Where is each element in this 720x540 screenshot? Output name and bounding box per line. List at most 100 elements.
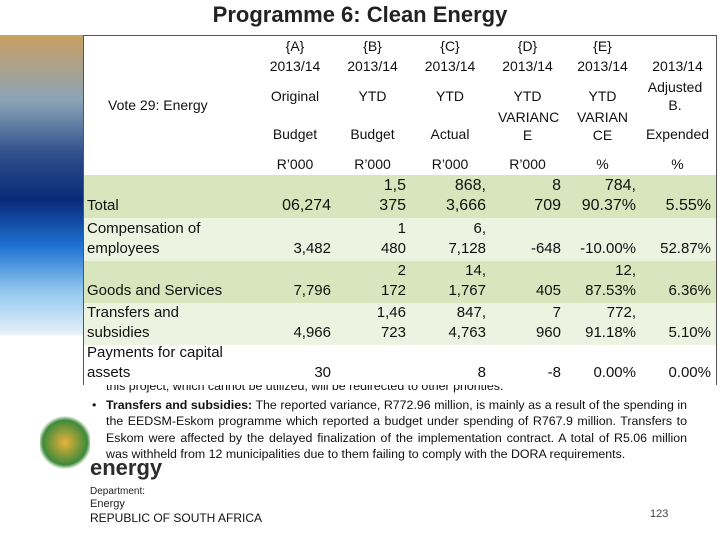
cell: 784, 90.37% <box>565 176 640 216</box>
row-band <box>84 218 716 261</box>
cell: 6.36% <box>640 281 715 301</box>
column-header: 2013/14 <box>502 58 553 74</box>
cell: 6, 7,128 <box>410 219 490 259</box>
text-line: 6, <box>473 220 486 237</box>
text-line: -10.00% <box>580 240 636 257</box>
text-line: -8 <box>547 364 561 381</box>
text-line: 480 <box>380 240 406 257</box>
cell: 2 172 <box>335 261 410 301</box>
column-header: {D} <box>517 38 538 54</box>
column-header: {C} <box>440 38 460 54</box>
column-header: Budget <box>350 126 395 142</box>
text-line: assets <box>87 364 131 381</box>
column-header: 2013/14 <box>347 58 398 74</box>
text-line: 960 <box>535 324 561 341</box>
energy-images <box>0 35 84 335</box>
column-header: Budget <box>272 126 318 142</box>
text-line: 0.00% <box>593 364 636 381</box>
column-header: R’000 <box>509 156 546 172</box>
text-line: 14, <box>465 262 486 279</box>
text-line: 8 <box>477 364 486 381</box>
text-line: 847, <box>456 304 486 321</box>
column-header: {A} <box>285 38 305 54</box>
text-line: Compensation of <box>87 220 201 237</box>
text-line: 868, <box>454 177 486 194</box>
text-line: 12, <box>615 262 636 279</box>
cell: 30 <box>255 363 335 383</box>
bullet-text: The reported variance, R772.96 million, … <box>106 397 688 462</box>
text-line: 0.00% <box>668 364 711 381</box>
row-label: Total <box>84 196 287 216</box>
text-line: 8 <box>552 177 561 194</box>
cell: 847, 4,763 <box>410 303 490 343</box>
cell: 06,274 <box>255 196 335 216</box>
logo-word: energy <box>90 455 163 480</box>
text-line: 91.18% <box>585 324 636 341</box>
text-line: 5.10% <box>668 324 711 341</box>
bullet-bold: Transfers and subsidies: <box>106 397 253 412</box>
cell: 1,46 723 <box>335 303 410 343</box>
cell: -648 <box>490 239 565 259</box>
text-line: 4,966 <box>293 324 331 341</box>
bullet: Transfers and subsidies: The reported va… <box>92 397 687 463</box>
text-line: 7,796 <box>293 282 331 299</box>
text-line: 87.53% <box>585 282 636 299</box>
column-header: YTD <box>513 88 542 104</box>
text-line: 5.55% <box>665 197 711 214</box>
text-line: 3,482 <box>293 240 331 257</box>
column-header: % <box>671 156 684 172</box>
cell: 3,482 <box>255 239 335 259</box>
text-line: employees <box>87 240 160 257</box>
logo-name: Energy <box>90 498 125 510</box>
text-line: 7 <box>552 304 561 321</box>
cell: 52.87% <box>640 239 715 259</box>
row-label: Transfers and subsidies <box>84 303 287 343</box>
text-line: 2 <box>397 262 406 279</box>
column-header: Actual <box>430 126 470 142</box>
row-band <box>84 345 716 385</box>
text-line: 1,5 <box>383 177 406 194</box>
cell: 0.00% <box>640 363 715 383</box>
row-band <box>84 261 716 303</box>
text-line: 772, <box>606 304 636 321</box>
coat-of-arms <box>40 415 90 470</box>
text-line: 1 <box>397 220 406 237</box>
cell: 14, 1,767 <box>410 261 490 301</box>
text-line: -648 <box>530 240 561 257</box>
text-line: 90.37% <box>581 197 636 214</box>
text-line: Goods and Services <box>87 282 223 299</box>
column-header: Original <box>270 88 320 104</box>
text-line: 3,666 <box>445 197 486 214</box>
text-line: 7,128 <box>448 240 486 257</box>
column-header: R’000 <box>354 156 391 172</box>
title: Programme 6: Clean Energy <box>212 2 508 27</box>
text-line: subsidies <box>87 324 150 341</box>
text-line: 06,274 <box>282 197 331 214</box>
column-header: 2013/14 <box>577 58 628 74</box>
column-header: {E} <box>593 38 612 54</box>
cell: -10.00% <box>565 239 640 259</box>
cell: 405 <box>490 281 565 301</box>
text-line: 405 <box>535 282 561 299</box>
cell: 8 709 <box>490 176 565 216</box>
cell: 5.10% <box>640 323 715 343</box>
page-number: 123 <box>650 508 669 520</box>
column-header: R’000 <box>431 156 469 172</box>
cell: 0.00% <box>565 363 640 383</box>
text-line: 172 <box>380 282 406 299</box>
cell: 7 960 <box>490 303 565 343</box>
text-line: 30 <box>314 364 331 381</box>
logo-dept: Department: <box>90 486 146 497</box>
text-line: 375 <box>379 197 406 214</box>
cell: 7,796 <box>255 281 335 301</box>
text-line: Total <box>87 197 119 214</box>
column-header: YTD <box>358 88 387 104</box>
column-header: R’000 <box>276 156 314 172</box>
row-band <box>84 303 716 345</box>
cell: -8 <box>490 363 565 383</box>
cell: 1,5 375 <box>335 176 410 216</box>
column-header: 2013/14 <box>652 58 703 74</box>
text-line: 1,46 <box>376 304 406 321</box>
row-label: Payments for capital assets <box>84 343 287 383</box>
